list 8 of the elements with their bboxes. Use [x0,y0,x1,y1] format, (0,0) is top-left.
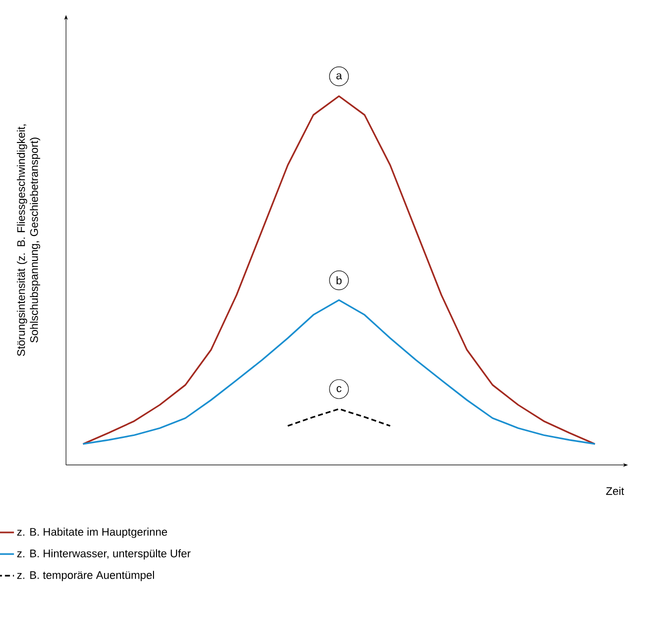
y-axis-title: Störungsintensität (z. B. Fliessgeschwindigkeit, Sohlschubspannung, Geschiebetransport) [16,124,40,356]
annotation: b [336,276,342,284]
legend-label: z. B. Habitate im Hauptgerinne [17,528,168,538]
legend-label: z. B. temporäre Auentümpel [17,570,154,582]
legend-label: z. B. Hinterwasser, unterspülte Ufer [17,549,191,560]
x-axis-title: Zeit [606,486,624,495]
annotation: c [336,386,342,392]
text: a [336,73,342,80]
